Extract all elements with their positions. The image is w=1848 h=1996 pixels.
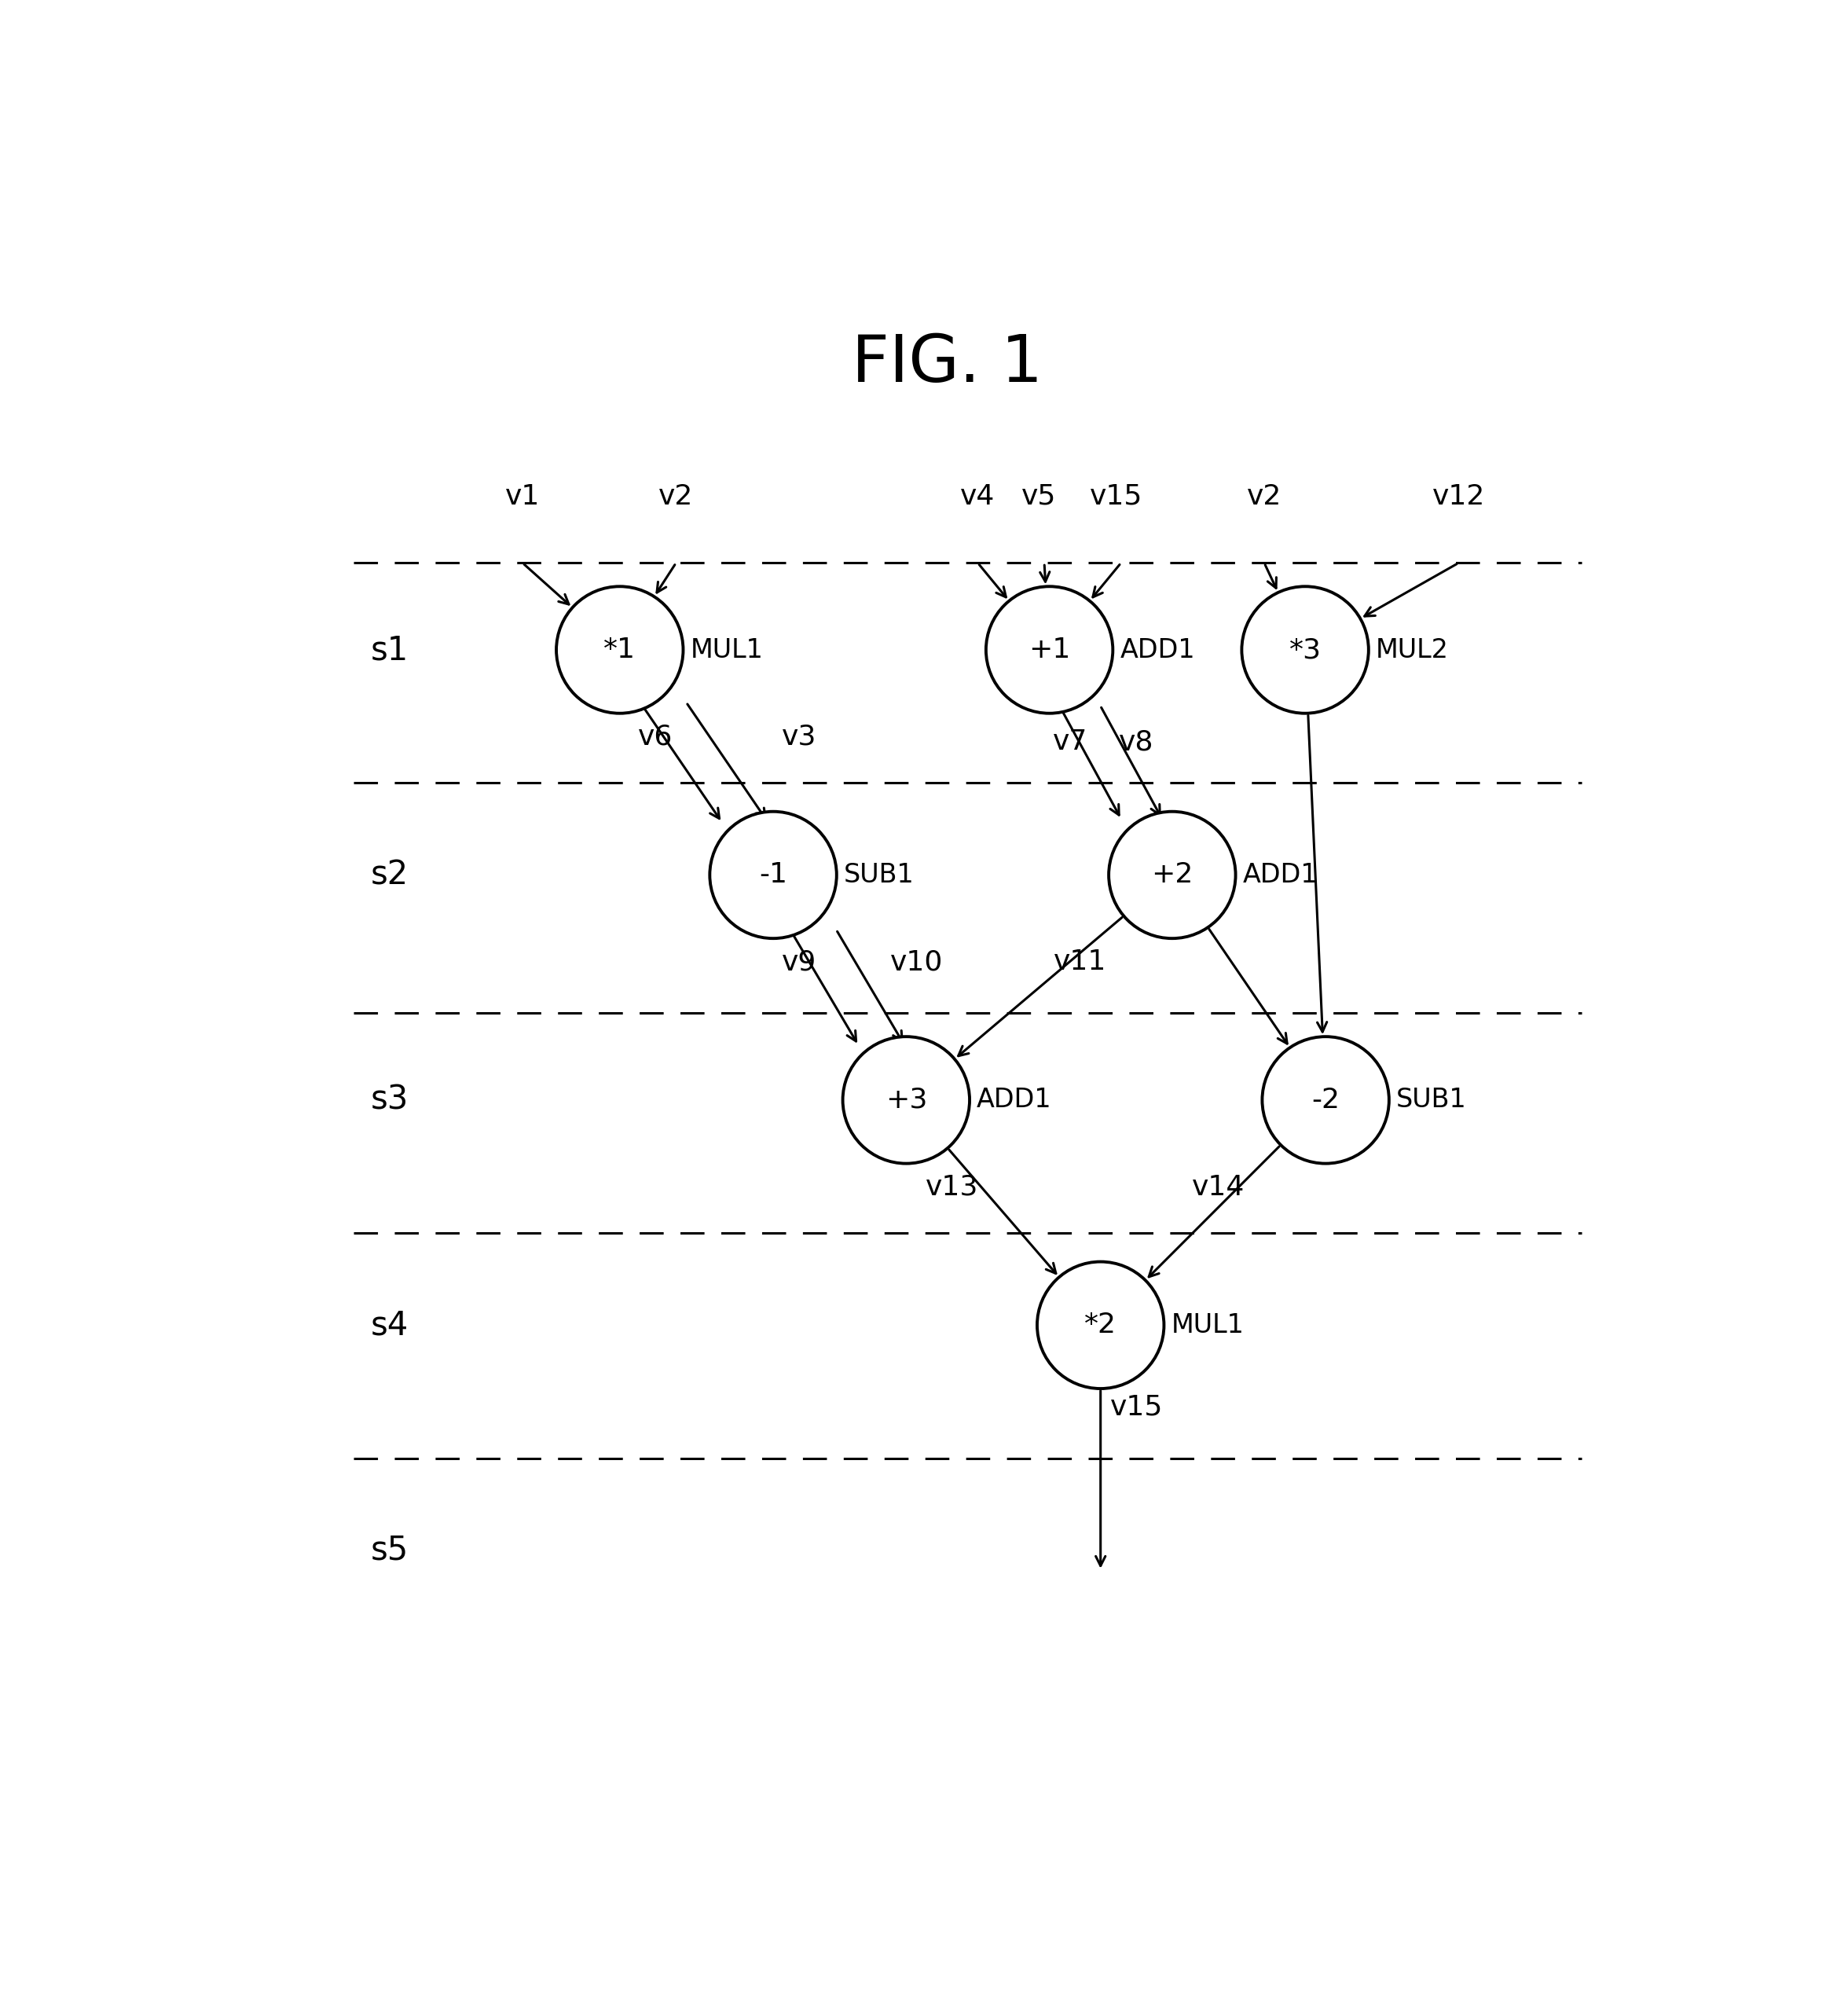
Text: *1: *1 [604, 637, 636, 663]
Text: v2: v2 [658, 483, 693, 509]
Text: MUL1: MUL1 [691, 637, 763, 663]
Text: s5: s5 [371, 1533, 408, 1567]
Text: v4: v4 [961, 483, 996, 509]
Text: +3: +3 [885, 1086, 928, 1114]
Text: -1: -1 [760, 862, 787, 888]
Text: v1: v1 [505, 483, 540, 509]
Text: -2: -2 [1312, 1086, 1340, 1114]
Circle shape [843, 1036, 970, 1164]
Text: s3: s3 [371, 1084, 408, 1116]
Text: *2: *2 [1085, 1311, 1116, 1339]
Text: +1: +1 [1029, 637, 1070, 663]
Text: FIG. 1: FIG. 1 [852, 331, 1042, 395]
Circle shape [710, 812, 837, 938]
Text: v15: v15 [1111, 1393, 1162, 1421]
Text: MUL2: MUL2 [1375, 637, 1449, 663]
Text: v15: v15 [1090, 483, 1142, 509]
Text: ADD1: ADD1 [1242, 862, 1318, 888]
Text: v14: v14 [1192, 1174, 1246, 1200]
Text: +2: +2 [1151, 862, 1194, 888]
Text: *3: *3 [1290, 637, 1321, 663]
Text: s2: s2 [371, 858, 408, 892]
Text: v12: v12 [1432, 483, 1486, 509]
Text: v10: v10 [891, 948, 942, 976]
Circle shape [987, 587, 1112, 713]
Circle shape [1037, 1261, 1164, 1389]
Text: v2: v2 [1247, 483, 1283, 509]
Text: v13: v13 [926, 1174, 979, 1200]
Text: v8: v8 [1118, 729, 1153, 754]
Circle shape [1262, 1036, 1390, 1164]
Text: v5: v5 [1022, 483, 1057, 509]
Text: ADD1: ADD1 [978, 1088, 1052, 1114]
Text: SUB1: SUB1 [845, 862, 915, 888]
Text: v7: v7 [1052, 729, 1087, 754]
Text: v11: v11 [1053, 948, 1107, 976]
Text: SUB1: SUB1 [1397, 1088, 1467, 1114]
Text: v9: v9 [782, 948, 817, 976]
Text: v6: v6 [638, 723, 673, 750]
Text: s4: s4 [371, 1309, 408, 1341]
Circle shape [1109, 812, 1236, 938]
Circle shape [1242, 587, 1369, 713]
Circle shape [556, 587, 684, 713]
Text: s1: s1 [371, 633, 408, 667]
Text: ADD1: ADD1 [1120, 637, 1196, 663]
Text: v3: v3 [782, 723, 817, 750]
Text: MUL1: MUL1 [1172, 1311, 1244, 1337]
